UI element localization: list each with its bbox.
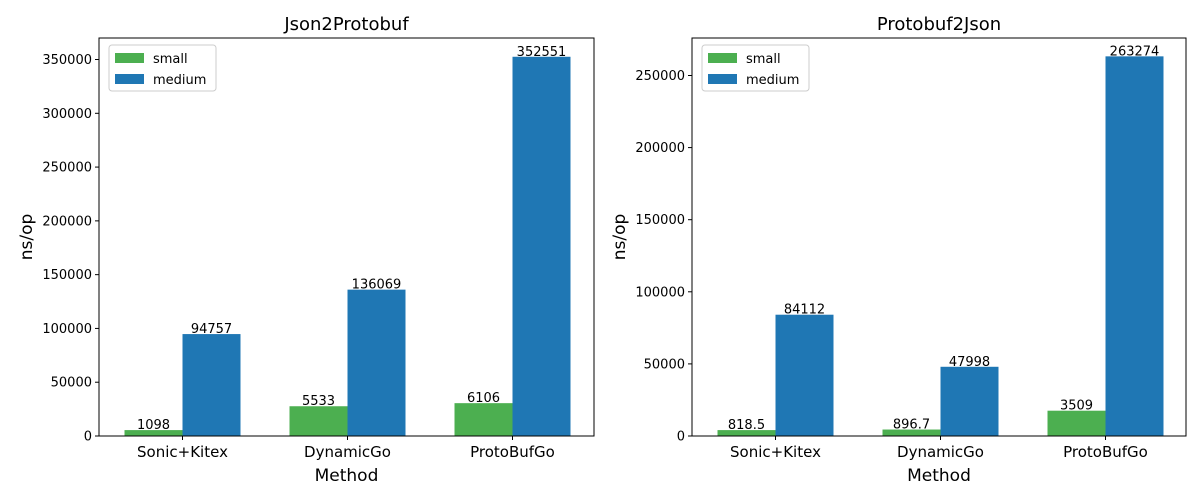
legend: small medium — [701, 44, 810, 92]
bar-medium-2 — [512, 56, 571, 436]
legend-swatch-medium — [115, 74, 144, 84]
chart-panel-0: 1098 5533 6106 94757 136069 352551 0 50000 10000… — [17, 14, 595, 486]
bar-label-small-1: 896.7 — [893, 418, 930, 433]
y-tick-label: 350000 — [42, 53, 92, 68]
x-tick-label: DynamicGo — [304, 443, 391, 461]
legend-swatch-medium — [708, 74, 737, 84]
x-axis-label: Method — [315, 466, 379, 486]
bar-small-1 — [882, 429, 941, 436]
bar-label-medium-1: 136069 — [352, 278, 402, 293]
bar-medium-0 — [775, 314, 834, 436]
y-tick-label: 50000 — [51, 376, 92, 391]
x-tick-label: Sonic+Kitex — [137, 443, 228, 461]
y-tick-label: 150000 — [635, 213, 685, 228]
chart-panel-1: 818.5 896.7 3509 84112 47998 263274 0 50000 1000… — [610, 14, 1187, 486]
bar-label-small-0: 1098 — [137, 418, 170, 433]
bar-medium-1 — [347, 289, 406, 436]
bar-small-0 — [717, 430, 776, 436]
axes-frame — [98, 37, 595, 437]
x-tick-label: DynamicGo — [897, 443, 984, 461]
legend-swatch-small — [115, 53, 144, 63]
bar-label-medium-1: 47998 — [949, 355, 990, 370]
legend-label-medium: medium — [153, 73, 206, 88]
y-tick-label: 300000 — [42, 107, 92, 122]
y-tick-label: 250000 — [635, 69, 685, 84]
chart-title: Json2Protobuf — [283, 14, 409, 35]
bar-label-medium-0: 94757 — [191, 322, 232, 337]
y-tick-label: 100000 — [42, 322, 92, 337]
bar-small-2 — [1047, 410, 1106, 436]
bar-label-small-1: 5533 — [302, 394, 335, 409]
bar-medium-0 — [182, 334, 241, 436]
y-axis-label: ns/op — [17, 214, 37, 261]
bar-label-small-0: 818.5 — [728, 418, 765, 433]
x-tick-label: ProtoBufGo — [1063, 443, 1148, 461]
axes-frame — [691, 37, 1187, 437]
y-tick-label: 0 — [84, 430, 92, 445]
y-tick-label: 150000 — [42, 268, 92, 283]
y-tick-label: 100000 — [635, 285, 685, 300]
bar-medium-2 — [1105, 56, 1164, 437]
bar-medium-1 — [940, 366, 999, 436]
y-tick-label: 250000 — [42, 161, 92, 176]
bar-small-2 — [454, 403, 513, 436]
bar-label-medium-2: 263274 — [1110, 44, 1160, 59]
legend-swatch-small — [708, 53, 737, 63]
legend-label-medium: medium — [746, 73, 799, 88]
bar-small-0 — [124, 430, 183, 436]
x-tick-label: ProtoBufGo — [470, 443, 555, 461]
y-tick-label: 0 — [677, 430, 685, 445]
legend-label-small: small — [153, 52, 188, 67]
y-tick-label: 50000 — [644, 357, 685, 372]
legend-label-small: small — [746, 52, 781, 67]
x-axis-label: Method — [907, 466, 971, 486]
chart-title: Protobuf2Json — [877, 14, 1001, 35]
y-tick-label: 200000 — [42, 214, 92, 229]
x-tick-label: Sonic+Kitex — [730, 443, 821, 461]
y-tick-label: 200000 — [635, 141, 685, 156]
bar-label-medium-0: 84112 — [784, 303, 825, 318]
bar-label-small-2: 6106 — [467, 391, 500, 406]
legend: small medium — [108, 44, 217, 92]
bar-small-1 — [289, 406, 348, 436]
bar-label-small-2: 3509 — [1060, 399, 1093, 414]
bar-label-medium-2: 352551 — [517, 45, 567, 60]
y-axis-label: ns/op — [610, 214, 630, 261]
